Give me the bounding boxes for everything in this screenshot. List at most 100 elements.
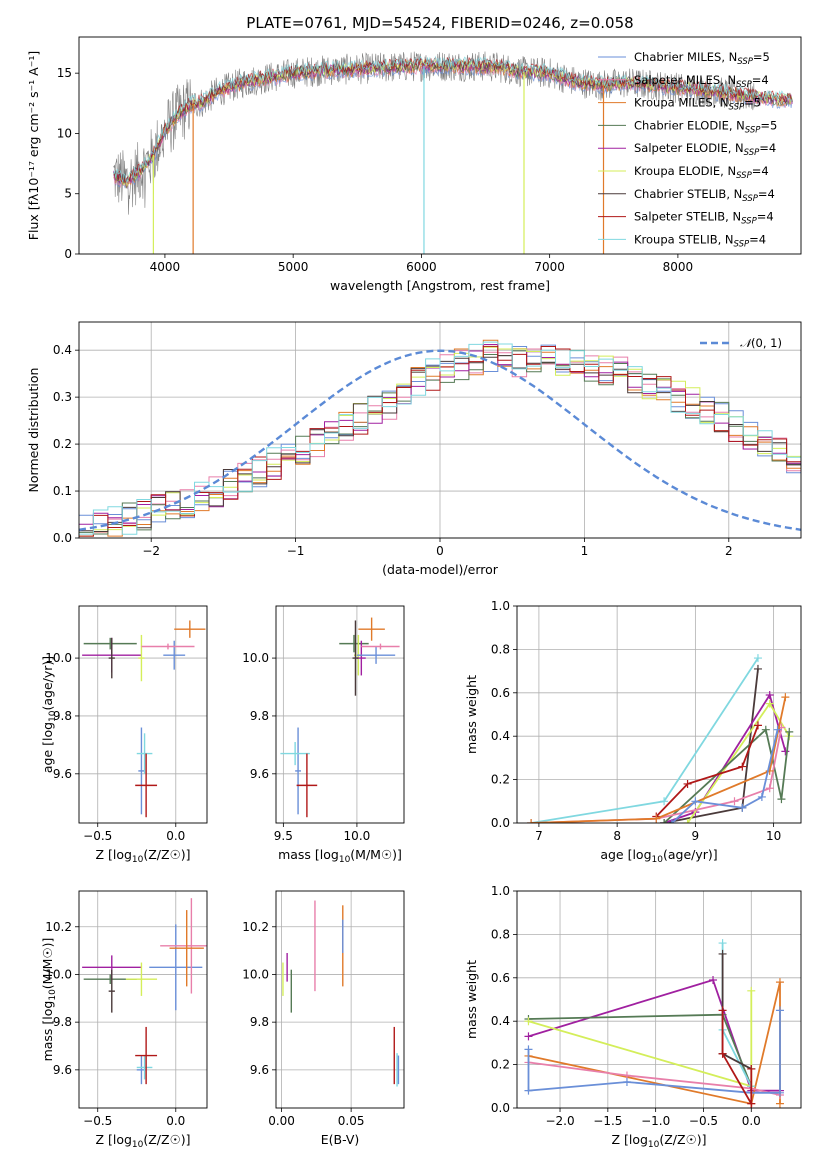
axes-age_vs_Z: −0.5 0.0 9.6 9.8 10.0 Z [log10(Z/Z☉)] age [log… <box>40 605 208 865</box>
plot-area <box>79 339 801 537</box>
weight-point-marker <box>757 792 766 801</box>
y-tick-label: 0.2 <box>491 1058 510 1072</box>
y-tick-label: 10.2 <box>45 920 72 934</box>
y-axis-label: Flux [fλ10⁻¹⁷ erg cm⁻² s⁻¹ A⁻¹] <box>26 51 41 240</box>
x-tick-label: 0.0 <box>166 829 185 843</box>
weight-point-marker <box>775 978 784 987</box>
x-tick-label: 1 <box>581 544 589 558</box>
y-tick-label: 0.0 <box>491 816 510 830</box>
x-tick-label: −1 <box>287 544 305 558</box>
legend-entry: Kroupa MILES, NSSP=5 <box>634 96 761 113</box>
x-tick-label: 2 <box>725 544 733 558</box>
legend-entry: Chabrier MILES, NSSP=5 <box>634 50 770 67</box>
x-tick-label: −0.5 <box>83 829 112 843</box>
weight-point-marker <box>777 795 786 804</box>
axes-frame <box>78 321 802 539</box>
weight-point-marker <box>691 797 700 806</box>
legend-entry: 𝒩(0, 1) <box>740 336 782 350</box>
legend-entry: Salpeter ELODIE, NSSP=4 <box>634 141 776 158</box>
weight-point-marker <box>775 1099 784 1108</box>
weight-point-marker <box>753 721 762 730</box>
model-spectrum-line <box>113 56 793 184</box>
histogram-step-line <box>79 345 801 537</box>
x-tick-label: 5000 <box>278 260 309 274</box>
plot-area <box>82 898 207 1085</box>
weight-point-marker <box>667 819 676 823</box>
legend-entry: Kroupa STELIB, NSSP=4 <box>634 232 766 249</box>
axes-residuals: −2 −1 0 1 2 0.0 0.1 0.2 0.3 0.4 (data-model)/error… <box>26 321 802 577</box>
y-tick-label: 10.0 <box>45 967 72 981</box>
weight-series-line <box>528 1061 781 1096</box>
axes-frame <box>78 605 208 824</box>
weight-point-marker <box>781 693 790 702</box>
plot-area <box>527 654 794 823</box>
axes-weight_vs_age: 7 8 9 10 0.0 0.2 0.4 0.6 0.8 1.0 age [log10(age/yr… <box>464 599 802 865</box>
weight-point-marker <box>652 814 661 823</box>
weight-point-marker <box>753 664 762 673</box>
x-tick-label: −0.5 <box>83 1114 112 1128</box>
axes-frame <box>275 890 405 1109</box>
weight-series-line <box>655 725 759 818</box>
x-tick-label: 0.05 <box>338 1114 365 1128</box>
x-axis-label: Z [log10(Z/Z☉)] <box>611 1132 706 1150</box>
x-axis-label: age [log10(age/yr)] <box>600 847 717 865</box>
y-tick-label: 0.8 <box>491 642 510 656</box>
weight-point-marker <box>747 1099 756 1108</box>
histogram-step-line <box>79 341 801 535</box>
weight-point-marker <box>660 797 669 806</box>
plot-area <box>282 900 400 1087</box>
weight-series-line <box>528 978 780 1092</box>
weight-point-marker <box>765 784 774 793</box>
weight-point-marker <box>753 654 762 663</box>
plot-area <box>524 939 784 1108</box>
weight-point-marker <box>622 1077 631 1086</box>
axes-frame <box>516 890 802 1109</box>
weight-point-marker <box>527 819 536 823</box>
weight-point-marker <box>785 727 794 736</box>
x-tick-label: −1.5 <box>593 1114 622 1128</box>
weight-point-marker <box>761 725 770 734</box>
y-tick-label: 9.8 <box>250 709 269 723</box>
y-tick-label: 0.6 <box>491 971 510 985</box>
legend-entry: Salpeter MILES, NSSP=4 <box>634 73 769 90</box>
y-axis-label: mass weight <box>464 675 479 754</box>
y-tick-label: 0.4 <box>491 1014 510 1028</box>
weight-point-marker <box>730 797 739 806</box>
x-tick-label: 8000 <box>663 260 694 274</box>
y-tick-label: 10.2 <box>242 920 269 934</box>
y-tick-label: 10.0 <box>242 967 269 981</box>
y-tick-label: 0 <box>64 247 72 261</box>
weight-point-marker <box>738 803 747 812</box>
weight-point-marker <box>660 819 669 823</box>
legend-entry: Chabrier ELODIE, NSSP=5 <box>634 118 777 135</box>
y-tick-label: 0.1 <box>53 484 72 498</box>
y-tick-label: 10.0 <box>45 651 72 665</box>
y-tick-label: 0.8 <box>491 927 510 941</box>
weight-point-marker <box>775 1006 784 1015</box>
grid-lines <box>276 606 404 823</box>
y-axis-label: mass weight <box>464 960 479 1039</box>
x-tick-label: 9 <box>692 829 700 843</box>
x-tick-label: 10.0 <box>344 829 371 843</box>
y-tick-label: 15 <box>57 66 72 80</box>
weight-point-marker <box>718 939 727 948</box>
data-spectrum-line <box>113 51 756 215</box>
x-tick-label: 9.5 <box>274 829 293 843</box>
weight-point-marker <box>738 762 747 771</box>
x-axis-label: Z [log10(Z/Z☉)] <box>95 847 190 865</box>
y-tick-label: 9.6 <box>250 767 269 781</box>
figure-title: PLATE=0761, MJD=54524, FIBERID=0246, z=0… <box>246 14 633 32</box>
y-tick-label: 9.6 <box>53 767 72 781</box>
x-tick-label: 4000 <box>150 260 181 274</box>
weight-point-marker <box>718 1049 727 1058</box>
x-tick-label: 10 <box>766 829 781 843</box>
x-axis-label: Z [log10(Z/Z☉)] <box>95 1132 190 1150</box>
axes-frame <box>275 605 405 824</box>
y-tick-label: 10.0 <box>242 651 269 665</box>
y-tick-label: 0.6 <box>491 686 510 700</box>
plot-area <box>82 620 206 818</box>
spectrum-legend: Chabrier MILES, NSSP=5 Salpeter MILES, NS… <box>598 50 777 249</box>
normal-curve-line <box>79 349 801 531</box>
weight-point-marker <box>524 1032 533 1041</box>
weight-point-marker <box>524 1045 533 1054</box>
